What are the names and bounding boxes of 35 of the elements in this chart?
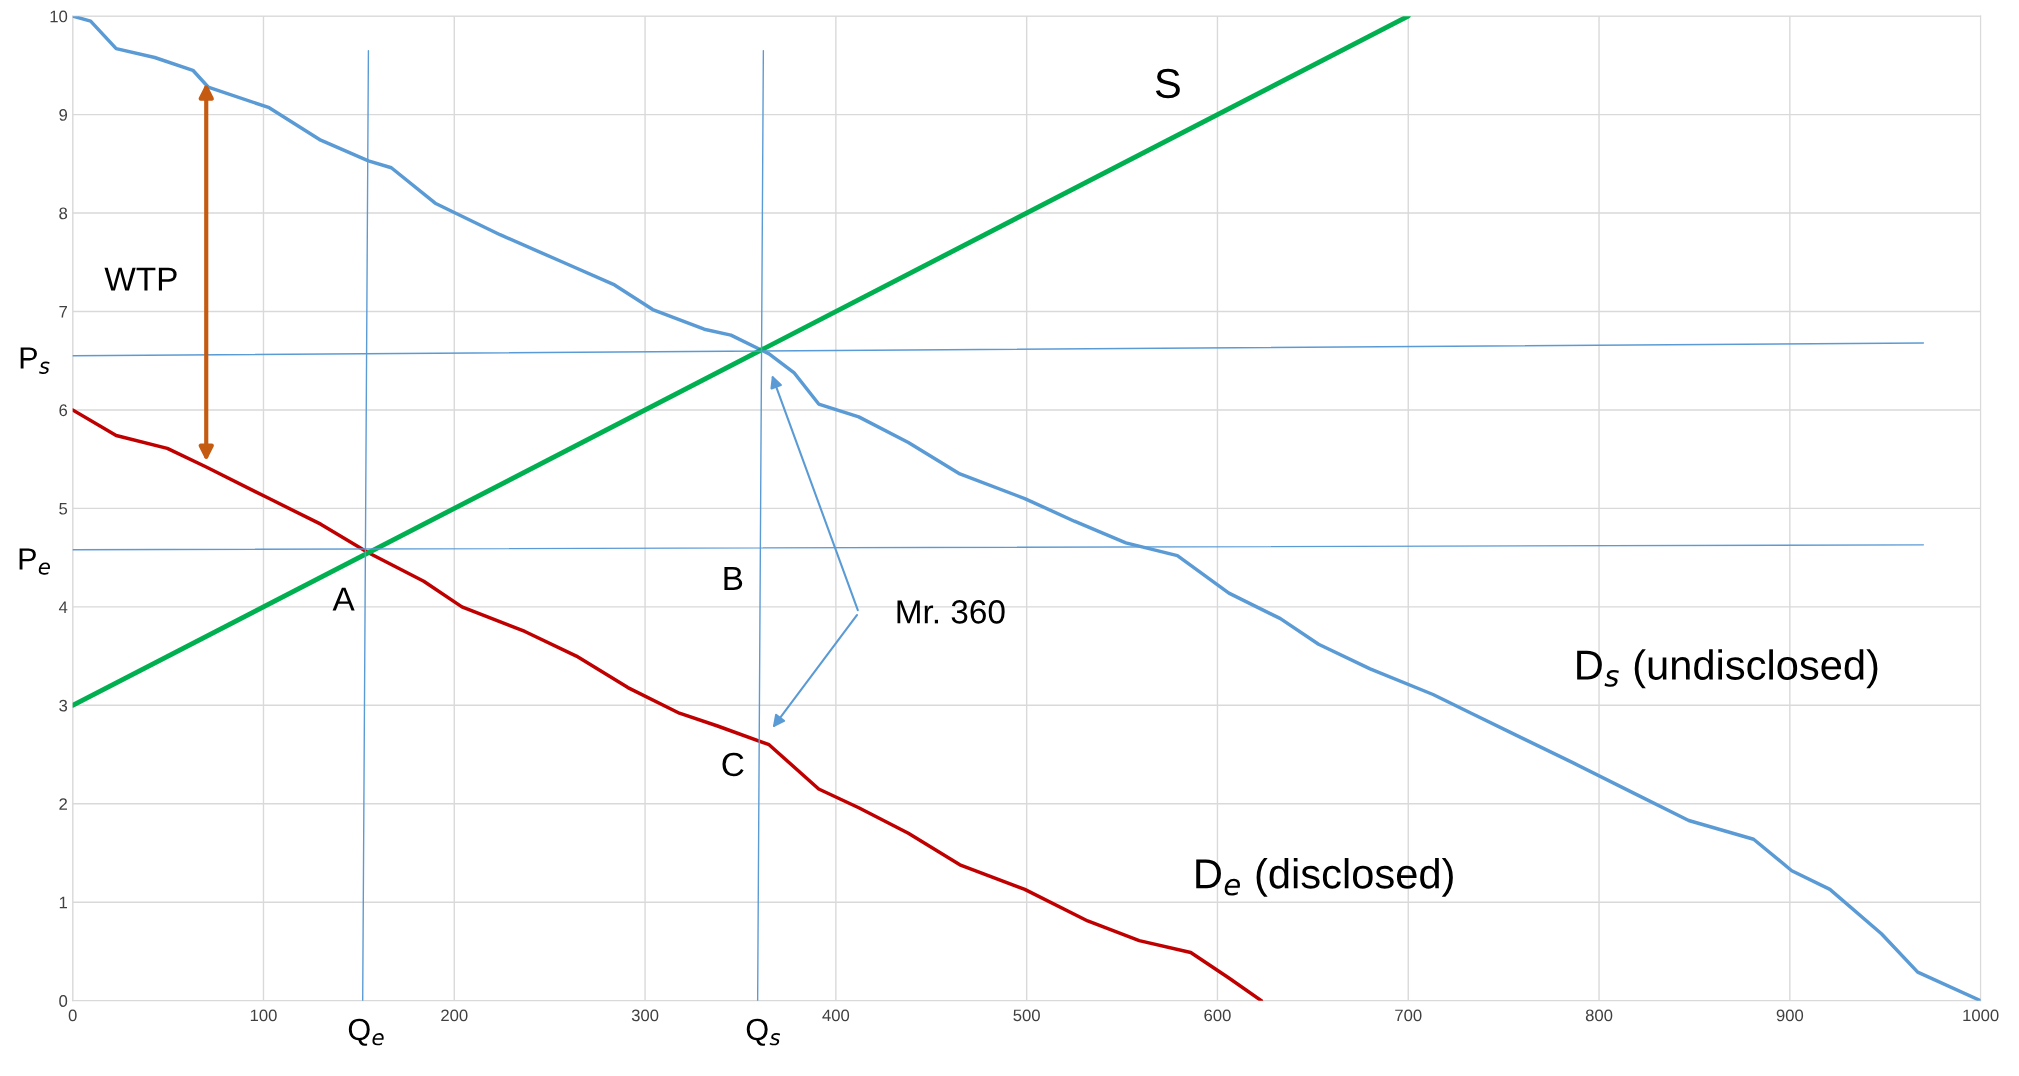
annotation: WTP bbox=[104, 267, 177, 291]
y-tick-label: 2 bbox=[59, 798, 67, 810]
x-tick-label: 900 bbox=[1776, 1009, 1804, 1022]
text: P$_{e}$ bbox=[19, 548, 50, 575]
x-tick-label: 300 bbox=[631, 1009, 659, 1022]
x-tick-label: 700 bbox=[1395, 1009, 1422, 1022]
y-tick-label: 9 bbox=[59, 109, 68, 121]
annotation: D$_{s}$ (undisclosed) bbox=[1577, 649, 1878, 689]
annotation: Mr. 360 bbox=[897, 600, 1005, 624]
x-tick-label: 100 bbox=[250, 1009, 277, 1022]
y-tick-label: 6 bbox=[59, 404, 68, 417]
x-tick-label: 600 bbox=[1204, 1009, 1231, 1022]
y-tick-label: 1 bbox=[59, 896, 68, 909]
annotation: S bbox=[1155, 68, 1180, 99]
x-tick-label: 1000 bbox=[1963, 1009, 1999, 1022]
x-tick-label: 200 bbox=[441, 1009, 468, 1022]
annotation: A bbox=[332, 587, 355, 611]
annotation: B bbox=[724, 566, 743, 590]
y-tick-label: 8 bbox=[59, 207, 68, 220]
y-tick-label: 0 bbox=[59, 995, 68, 1007]
x-tick-label: 400 bbox=[822, 1009, 850, 1022]
y-tick-label: 4 bbox=[58, 601, 68, 613]
text: Q$_{e}$ bbox=[348, 1018, 384, 1046]
x-tick-label: 800 bbox=[1585, 1009, 1613, 1022]
line-series bbox=[72, 16, 1981, 1001]
y-tick-label: 7 bbox=[59, 306, 67, 318]
x-tick-label: 500 bbox=[1013, 1009, 1040, 1022]
text: P$_{s}$ bbox=[20, 347, 50, 374]
annotation: C bbox=[722, 752, 744, 777]
x-tick-label: 0 bbox=[68, 1009, 77, 1022]
y-tick-label: 5 bbox=[59, 502, 68, 515]
annotation: D$_{e}$ (disclosed) bbox=[1196, 858, 1453, 897]
text: Q$_{s}$ bbox=[746, 1018, 781, 1046]
y-tick-label: 10 bbox=[50, 10, 68, 23]
y-tick-label: 3 bbox=[59, 699, 68, 712]
